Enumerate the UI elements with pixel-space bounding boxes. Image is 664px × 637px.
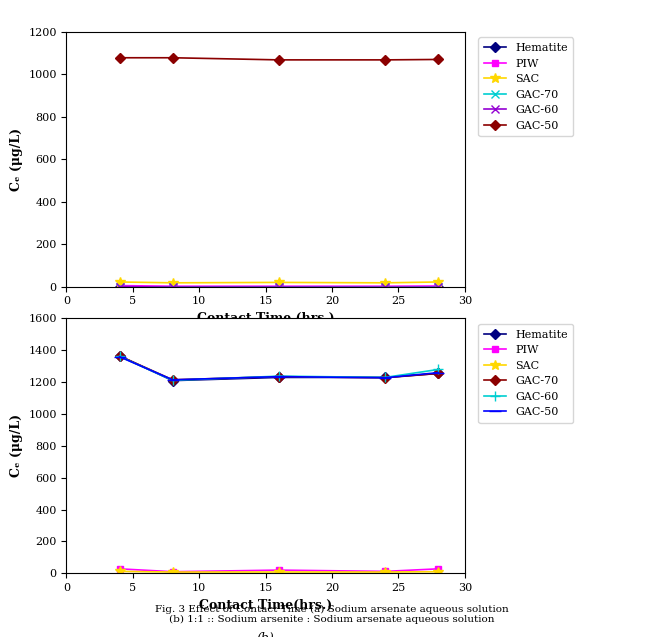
GAC-60 xyxy=(116,283,124,290)
GAC-60 xyxy=(381,283,389,291)
GAC-50 xyxy=(169,54,177,62)
Line: SAC: SAC xyxy=(115,277,443,288)
PIW xyxy=(381,568,389,575)
GAC-50 xyxy=(434,55,442,63)
PIW xyxy=(116,565,124,573)
GAC-50 xyxy=(434,369,442,376)
Hematite xyxy=(381,373,389,381)
GAC-70 xyxy=(116,352,124,360)
Legend: Hematite, PIW, SAC, GAC-70, GAC-60, GAC-50: Hematite, PIW, SAC, GAC-70, GAC-60, GAC-… xyxy=(478,38,573,136)
Hematite xyxy=(434,283,442,291)
PIW xyxy=(434,282,442,290)
Line: GAC-50: GAC-50 xyxy=(116,54,442,63)
GAC-50 xyxy=(275,373,283,380)
GAC-60 xyxy=(169,283,177,291)
SAC xyxy=(275,568,283,576)
Line: PIW: PIW xyxy=(116,566,442,575)
PIW xyxy=(275,282,283,290)
GAC-60 xyxy=(434,366,442,373)
Hematite xyxy=(116,283,124,290)
SAC xyxy=(434,568,442,576)
PIW xyxy=(275,566,283,574)
Hematite xyxy=(381,283,389,291)
GAC-50 xyxy=(381,56,389,64)
GAC-70 xyxy=(275,283,283,291)
Hematite xyxy=(169,376,177,384)
PIW xyxy=(381,282,389,290)
Line: GAC-60: GAC-60 xyxy=(115,352,443,385)
SAC xyxy=(381,568,389,576)
SAC xyxy=(434,278,442,286)
GAC-70 xyxy=(381,283,389,291)
GAC-60 xyxy=(381,373,389,381)
GAC-50 xyxy=(381,374,389,382)
GAC-60 xyxy=(275,283,283,291)
GAC-50 xyxy=(275,56,283,64)
PIW xyxy=(116,282,124,289)
PIW xyxy=(169,282,177,290)
GAC-70 xyxy=(434,283,442,291)
Line: Hematite: Hematite xyxy=(116,352,442,384)
GAC-60 xyxy=(169,376,177,384)
Line: GAC-50: GAC-50 xyxy=(114,351,444,385)
SAC xyxy=(275,278,283,286)
GAC-70 xyxy=(434,369,442,377)
Y-axis label: Cₑ (μg/L): Cₑ (μg/L) xyxy=(9,127,23,191)
Hematite xyxy=(116,352,124,360)
Line: GAC-70: GAC-70 xyxy=(116,282,442,292)
GAC-60 xyxy=(275,372,283,380)
GAC-70 xyxy=(169,376,177,383)
GAC-60 xyxy=(116,353,124,361)
PIW xyxy=(434,565,442,573)
PIW xyxy=(169,568,177,576)
Line: GAC-60: GAC-60 xyxy=(116,282,442,292)
GAC-50 xyxy=(116,353,124,361)
SAC xyxy=(381,279,389,287)
GAC-50 xyxy=(116,54,124,62)
X-axis label: Contact Time(hrs.): Contact Time(hrs.) xyxy=(199,599,332,612)
Text: (a): (a) xyxy=(257,333,274,346)
GAC-70 xyxy=(381,374,389,382)
Line: PIW: PIW xyxy=(116,282,442,290)
Line: GAC-70: GAC-70 xyxy=(116,352,442,383)
SAC xyxy=(116,278,124,286)
Line: SAC: SAC xyxy=(115,566,443,577)
Hematite xyxy=(275,373,283,381)
Hematite xyxy=(275,283,283,291)
Text: Fig. 3 Effect of Contact Time (a) Sodium arsenate aqueous solution
(b) 1:1 :: So: Fig. 3 Effect of Contact Time (a) Sodium… xyxy=(155,605,509,624)
Hematite xyxy=(169,283,177,291)
GAC-70 xyxy=(116,283,124,290)
Legend: Hematite, PIW, SAC, GAC-70, GAC-60, GAC-50: Hematite, PIW, SAC, GAC-70, GAC-60, GAC-… xyxy=(478,324,573,423)
SAC xyxy=(116,568,124,575)
SAC xyxy=(169,568,177,576)
GAC-70 xyxy=(275,373,283,380)
GAC-50 xyxy=(169,376,177,383)
GAC-70 xyxy=(169,283,177,291)
Line: Hematite: Hematite xyxy=(116,283,442,290)
X-axis label: Contact Time (hrs.): Contact Time (hrs.) xyxy=(197,312,335,325)
Y-axis label: Cₑ (μg/L): Cₑ (μg/L) xyxy=(9,414,23,478)
Hematite xyxy=(434,369,442,377)
Text: (b): (b) xyxy=(257,632,274,637)
SAC xyxy=(169,279,177,287)
GAC-60 xyxy=(434,283,442,291)
